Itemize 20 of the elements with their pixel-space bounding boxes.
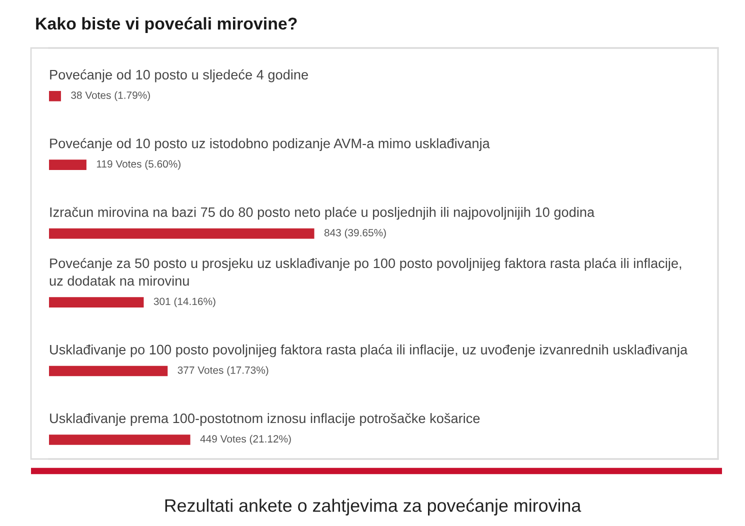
y-tick-label: Povećanje od 10 posto u sljedeće 4 godine bbox=[50, 69, 308, 82]
bar bbox=[49, 160, 86, 170]
y-tick-label: Usklađivanje po 100 posto povoljnijeg faktora rasta plaća ili inflacije, uz uvođenje izvanrednih usklađivanja bbox=[50, 344, 688, 358]
chart-title: Kako biste vi povećali mirovine? bbox=[36, 17, 297, 33]
data-label: 377 Votes (17.73%) bbox=[178, 366, 268, 376]
data-label: 119 Votes (5.60%) bbox=[96, 160, 180, 170]
y-tick-label: Izračun mirovina na bazi 75 do 80 posto neto plaće u posljednjih ili najpovoljnijih 10 godina bbox=[50, 206, 595, 220]
bar bbox=[49, 366, 168, 376]
data-label: 449 Votes (21.12%) bbox=[200, 434, 291, 445]
y-tick-label: Usklađivanje prema 100-postotnom iznosu inflacije potrošačke košarice bbox=[50, 413, 480, 426]
y-tick-label: Povećanje od 10 posto uz istodobno podizanje AVM-a mimo usklađivanja bbox=[50, 138, 490, 151]
data-label: 38 Votes (1.79%) bbox=[71, 91, 150, 101]
bar bbox=[49, 297, 144, 308]
data-label: 301 (14.16%) bbox=[154, 297, 216, 308]
text: Rezultati ankete o zahtjevima za povećanje mirovina bbox=[165, 498, 582, 516]
bar bbox=[49, 434, 190, 445]
data-label: 843 (39.65%) bbox=[324, 228, 386, 238]
bar bbox=[49, 90, 61, 102]
bar bbox=[49, 228, 314, 239]
y-tick-label: Povećanje za 50 posto u prosjeku uz usklađivanje po 100 posto povoljnijeg faktora rasta plaća ili inflacije, uz dodatak na mirovinu bbox=[50, 258, 682, 286]
